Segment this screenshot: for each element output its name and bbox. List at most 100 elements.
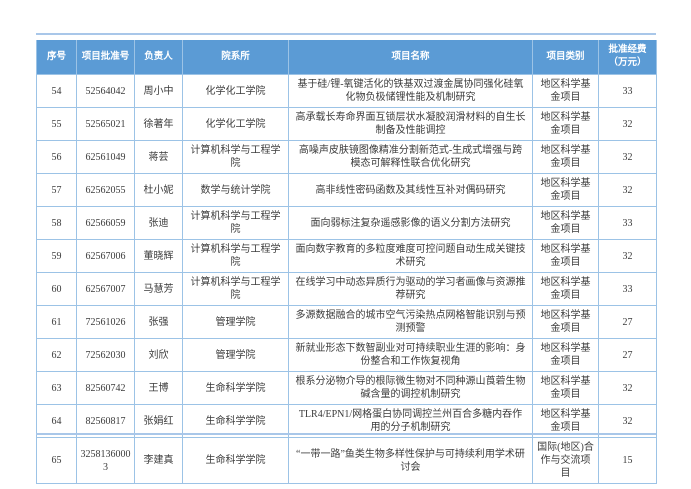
table-row: 64 82560817 张娟红 生命科学学院 TLR4/EPN1/网格蛋白协同调控兰州百…	[36, 404, 657, 438]
cell-dept: 生命科学学院	[182, 404, 289, 438]
cell-grant_no: 52564042	[76, 74, 135, 108]
cell-category: 地区科学基金项目	[532, 371, 599, 405]
cell-grant_no: 62566059	[76, 206, 135, 240]
header-row: 序号 项目批准号 负责人 院系所 项目名称 项目类别 批准经费（万元）	[36, 40, 657, 75]
cell-dept: 计算机科学与工程学院	[182, 239, 289, 273]
cell-no: 60	[36, 272, 77, 306]
table-row: 59 62567006 董晓辉 计算机科学与工程学院 面向数字教育的多粒度难度可控问题自…	[36, 239, 657, 273]
table-bottom-accent-line	[36, 433, 656, 435]
cell-grant_no: 72562030	[76, 338, 135, 372]
cell-title: 面向弱标注复杂遥感影像的语义分割方法研究	[288, 206, 533, 240]
column-header: 院系所	[182, 40, 289, 75]
column-header: 负责人	[134, 40, 183, 75]
column-header: 项目批准号	[76, 40, 135, 75]
cell-amount: 32	[598, 239, 657, 273]
cell-title: 面向数字教育的多粒度难度可控问题自动生成关键技术研究	[288, 239, 533, 273]
cell-pi: 张强	[134, 305, 183, 339]
cell-dept: 数学与统计学院	[182, 173, 289, 207]
table-row: 61 72561026 张强 管理学院 多源数据融合的城市空气污染热点网格智能识别与预测…	[36, 305, 657, 339]
table-row: 63 82560742 王博 生命科学学院 根系分泌物介导的根际微生物对不同种源山莨菪生…	[36, 371, 657, 405]
cell-category: 地区科学基金项目	[532, 206, 599, 240]
cell-amount: 33	[598, 272, 657, 306]
table-row: 60 62567007 马慧芳 计算机科学与工程学院 在线学习中动态异质行为驱动的学习者…	[36, 272, 657, 306]
cell-title: 高承载长寿命界面互锁层状水凝胶润滑材料的自生长制备及性能调控	[288, 107, 533, 141]
table-row: 65 32581360003 李建真 生命科学学院 “一带一路”鱼类生物多样性保护与可持…	[36, 437, 657, 484]
cell-pi: 杜小妮	[134, 173, 183, 207]
cell-no: 61	[36, 305, 77, 339]
cell-grant_no: 62562055	[76, 173, 135, 207]
cell-amount: 33	[598, 206, 657, 240]
cell-amount: 27	[598, 338, 657, 372]
cell-grant_no: 52565021	[76, 107, 135, 141]
column-header: 项目类别	[532, 40, 599, 75]
cell-category: 地区科学基金项目	[532, 404, 599, 438]
cell-amount: 32	[598, 107, 657, 141]
cell-title: 基于硅/锂-氧键活化的铁基双过渡金属协同强化硅氧化物负极储锂性能及机制研究	[288, 74, 533, 108]
cell-amount: 32	[598, 173, 657, 207]
cell-amount: 32	[598, 371, 657, 405]
column-header: 项目名称	[288, 40, 533, 75]
cell-grant_no: 62567006	[76, 239, 135, 273]
cell-no: 59	[36, 239, 77, 273]
cell-no: 58	[36, 206, 77, 240]
cell-title: 多源数据融合的城市空气污染热点网格智能识别与预测预警	[288, 305, 533, 339]
cell-title: 在线学习中动态异质行为驱动的学习者画像与资源推荐研究	[288, 272, 533, 306]
cell-category: 地区科学基金项目	[532, 74, 599, 108]
cell-dept: 计算机科学与工程学院	[182, 206, 289, 240]
cell-no: 57	[36, 173, 77, 207]
table-row: 62 72562030 刘欣 管理学院 新就业形态下数智副业对可持续职业生涯的影响：身份…	[36, 338, 657, 372]
cell-category: 地区科学基金项目	[532, 239, 599, 273]
cell-grant_no: 82560742	[76, 371, 135, 405]
table-row: 56 62561049 蒋芸 计算机科学与工程学院 高噪声皮肤镜图像精准分割新范式-生成…	[36, 140, 657, 174]
cell-category: 地区科学基金项目	[532, 140, 599, 174]
cell-no: 54	[36, 74, 77, 108]
table-row: 57 62562055 杜小妮 数学与统计学院 高非线性密码函数及其线性互补对偶码研究地…	[36, 173, 657, 207]
column-header: 序号	[36, 40, 77, 75]
cell-title: TLR4/EPN1/网格蛋白协同调控兰州百合多糖内吞作用的分子机制研究	[288, 404, 533, 438]
cell-amount: 33	[598, 74, 657, 108]
table-row: 54 52564042 周小中 化学化工学院 基于硅/锂-氧键活化的铁基双过渡金属协同强…	[36, 74, 657, 108]
cell-grant_no: 72561026	[76, 305, 135, 339]
cell-dept: 化学化工学院	[182, 107, 289, 141]
cell-title: 根系分泌物介导的根际微生物对不同种源山莨菪生物碱含量的调控机制研究	[288, 371, 533, 405]
cell-category: 国际(地区)合作与交流项目	[532, 437, 599, 484]
column-header: 批准经费（万元）	[598, 40, 657, 75]
cell-no: 55	[36, 107, 77, 141]
cell-pi: 王博	[134, 371, 183, 405]
cell-category: 地区科学基金项目	[532, 173, 599, 207]
cell-pi: 刘欣	[134, 338, 183, 372]
cell-grant_no: 62567007	[76, 272, 135, 306]
cell-title: 高非线性密码函数及其线性互补对偶码研究	[288, 173, 533, 207]
cell-pi: 董晓辉	[134, 239, 183, 273]
projects-table: 序号 项目批准号 负责人 院系所 项目名称 项目类别 批准经费（万元） 54 52564042…	[36, 40, 657, 484]
cell-no: 63	[36, 371, 77, 405]
cell-pi: 周小中	[134, 74, 183, 108]
cell-dept: 生命科学学院	[182, 371, 289, 405]
cell-category: 地区科学基金项目	[532, 305, 599, 339]
cell-amount: 27	[598, 305, 657, 339]
cell-category: 地区科学基金项目	[532, 107, 599, 141]
cell-pi: 李建真	[134, 437, 183, 484]
cell-dept: 化学化工学院	[182, 74, 289, 108]
cell-title: 高噪声皮肤镜图像精准分割新范式-生成式增强与跨模态可解释性联合优化研究	[288, 140, 533, 174]
cell-pi: 马慧芳	[134, 272, 183, 306]
cell-category: 地区科学基金项目	[532, 272, 599, 306]
table-header: 序号 项目批准号 负责人 院系所 项目名称 项目类别 批准经费（万元）	[36, 40, 657, 75]
cell-dept: 管理学院	[182, 338, 289, 372]
cell-grant_no: 62561049	[76, 140, 135, 174]
cell-pi: 张娟红	[134, 404, 183, 438]
cell-pi: 张迪	[134, 206, 183, 240]
cell-amount: 32	[598, 140, 657, 174]
cell-amount: 15	[598, 437, 657, 484]
cell-no: 56	[36, 140, 77, 174]
cell-title: “一带一路”鱼类生物多样性保护与可持续利用学术研讨会	[288, 437, 533, 484]
cell-dept: 计算机科学与工程学院	[182, 272, 289, 306]
cell-title: 新就业形态下数智副业对可持续职业生涯的影响：身份整合和工作恢复视角	[288, 338, 533, 372]
cell-no: 64	[36, 404, 77, 438]
cell-dept: 管理学院	[182, 305, 289, 339]
table-row: 58 62566059 张迪 计算机科学与工程学院 面向弱标注复杂遥感影像的语义分割方法…	[36, 206, 657, 240]
cell-pi: 蒋芸	[134, 140, 183, 174]
cell-no: 65	[36, 437, 77, 484]
table-top-accent-line	[36, 33, 656, 35]
